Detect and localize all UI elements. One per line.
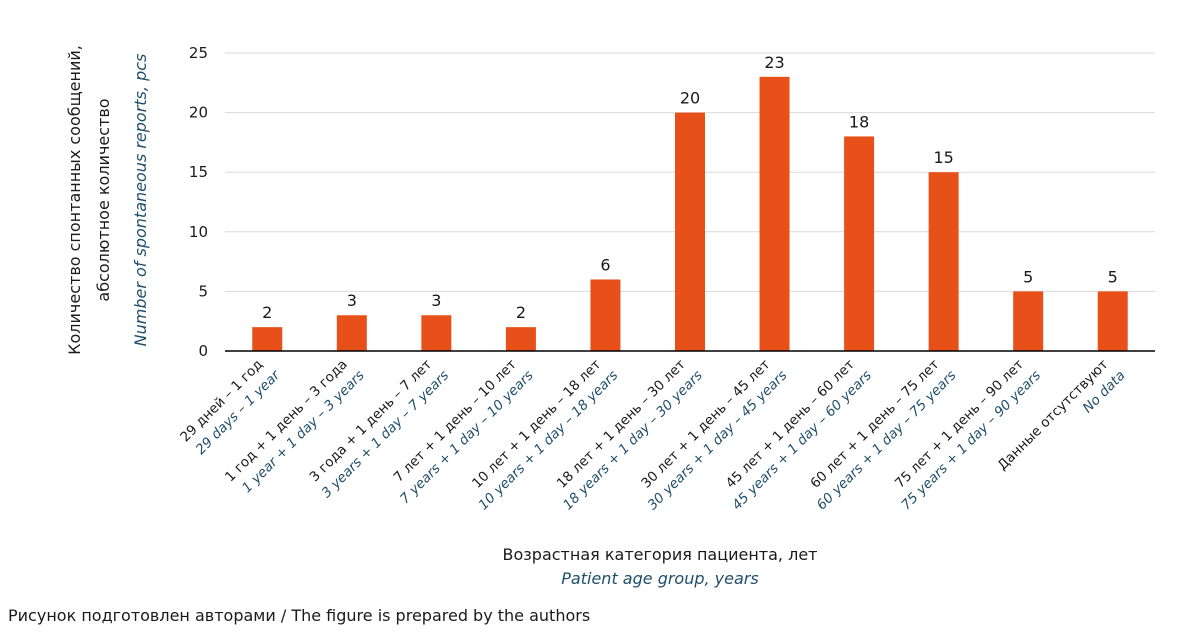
bar (336, 315, 367, 351)
bar (1097, 291, 1128, 351)
bar-value-label: 3 (347, 291, 357, 310)
bars (252, 76, 1128, 351)
y-tick-label: 20 (189, 104, 208, 122)
bar-value-label: 5 (1023, 267, 1033, 286)
figure-caption: Рисунок подготовлен авторами / The figur… (8, 606, 591, 625)
x-axis-title-ru: Возрастная категория пациента, лет (503, 545, 818, 564)
bar (1013, 291, 1044, 351)
bar-value-label: 6 (600, 255, 610, 274)
y-tick-label: 10 (189, 223, 208, 241)
bar-value-label: 3 (431, 291, 441, 310)
bar (675, 112, 705, 351)
y-tick-label: 25 (189, 44, 208, 62)
y-axis-title-en: Number of spontaneous reports, pcs (131, 54, 150, 347)
y-tick-label: 15 (189, 163, 208, 181)
x-axis-title: Возрастная категория пациента, лет Patie… (503, 545, 818, 588)
bar (252, 327, 283, 351)
bar (928, 172, 959, 351)
bar (759, 76, 790, 351)
bar (844, 136, 875, 351)
bar-value-label: 15 (933, 148, 953, 167)
y-axis-title-ru-line1: Количество спонтанных сообщений, (65, 45, 84, 355)
bar-value-label: 2 (516, 303, 526, 322)
x-axis-title-en: Patient age group, years (561, 569, 758, 588)
bar (505, 327, 536, 351)
bar-value-label: 5 (1108, 267, 1118, 286)
bar (590, 279, 621, 351)
y-axis-title-ru-line2: абсолютное количество (94, 98, 113, 301)
y-tick-label: 5 (198, 282, 208, 300)
bar-value-label: 20 (680, 89, 700, 108)
bar (421, 315, 452, 351)
bar-value-label: 18 (849, 112, 869, 131)
y-tick-label: 0 (198, 342, 208, 360)
bar-value-label: 2 (262, 303, 272, 322)
y-axis-title: Количество спонтанных сообщений, абсолют… (65, 45, 150, 355)
bar-value-label: 23 (764, 53, 784, 72)
